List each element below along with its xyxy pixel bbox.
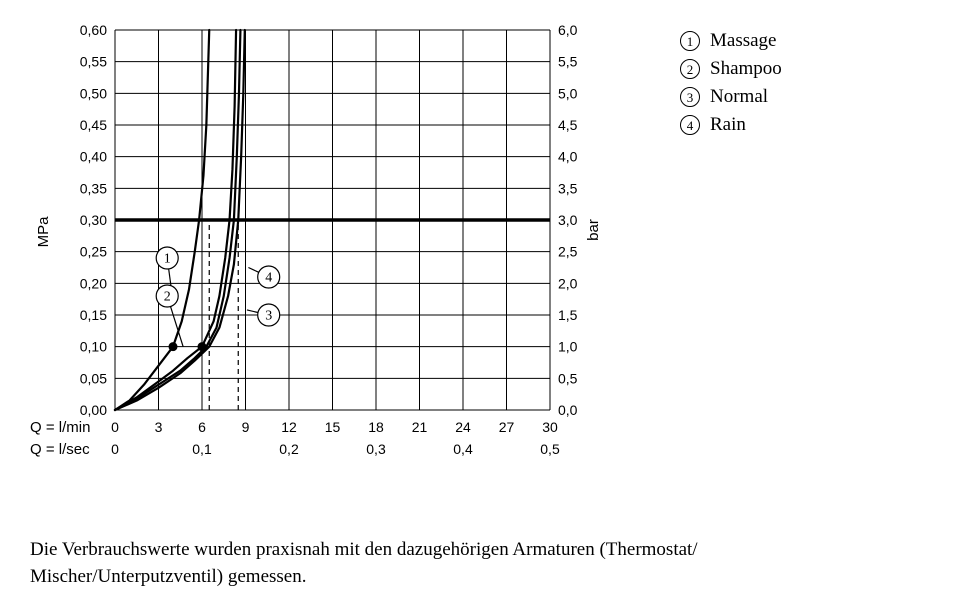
svg-text:0,2: 0,2 <box>279 441 299 457</box>
svg-text:0,10: 0,10 <box>80 339 107 355</box>
legend-marker: 3 <box>680 87 700 107</box>
svg-text:27: 27 <box>499 419 515 435</box>
svg-text:0,35: 0,35 <box>80 180 107 196</box>
svg-text:0,5: 0,5 <box>558 370 578 386</box>
svg-text:0,4: 0,4 <box>453 441 473 457</box>
legend: 1 Massage 2 Shampoo 3 Normal 4 Rain <box>680 30 782 142</box>
svg-text:0,5: 0,5 <box>540 441 560 457</box>
svg-text:1: 1 <box>164 252 171 267</box>
svg-text:30: 30 <box>542 419 558 435</box>
legend-item: 3 Normal <box>680 86 782 108</box>
svg-text:0,00: 0,00 <box>80 402 107 418</box>
svg-text:6: 6 <box>198 419 206 435</box>
svg-text:9: 9 <box>242 419 250 435</box>
svg-text:24: 24 <box>455 419 471 435</box>
svg-text:3,5: 3,5 <box>558 180 578 196</box>
svg-text:1,5: 1,5 <box>558 307 578 323</box>
svg-text:bar: bar <box>585 219 602 241</box>
legend-label: Massage <box>710 30 776 52</box>
svg-text:6,0: 6,0 <box>558 22 578 38</box>
svg-text:0,30: 0,30 <box>80 212 107 228</box>
svg-text:0,45: 0,45 <box>80 117 107 133</box>
svg-text:Q = l/min: Q = l/min <box>30 419 90 436</box>
legend-item: 1 Massage <box>680 30 782 52</box>
svg-text:12: 12 <box>281 419 297 435</box>
svg-text:0,50: 0,50 <box>80 85 107 101</box>
main-container: 12340,000,050,100,150,200,250,300,350,40… <box>30 20 930 515</box>
svg-text:2,5: 2,5 <box>558 244 578 260</box>
svg-text:5,5: 5,5 <box>558 54 578 70</box>
svg-text:0,15: 0,15 <box>80 307 107 323</box>
svg-text:0: 0 <box>111 419 119 435</box>
legend-item: 4 Rain <box>680 114 782 136</box>
svg-text:5,0: 5,0 <box>558 85 578 101</box>
legend-label: Shampoo <box>710 58 782 80</box>
caption-text: Die Verbrauchswerte wurden praxisnah mit… <box>30 537 890 590</box>
legend-marker: 4 <box>680 115 700 135</box>
svg-text:0,40: 0,40 <box>80 149 107 165</box>
svg-text:0: 0 <box>111 441 119 457</box>
svg-text:Q = l/sec: Q = l/sec <box>30 441 90 458</box>
svg-text:2,0: 2,0 <box>558 275 578 291</box>
svg-text:0,60: 0,60 <box>80 22 107 38</box>
svg-text:3: 3 <box>265 309 272 324</box>
svg-text:3: 3 <box>155 419 163 435</box>
svg-text:4,0: 4,0 <box>558 149 578 165</box>
legend-item: 2 Shampoo <box>680 58 782 80</box>
svg-text:2: 2 <box>164 290 171 305</box>
svg-text:0,20: 0,20 <box>80 275 107 291</box>
legend-marker: 1 <box>680 31 700 51</box>
svg-text:18: 18 <box>368 419 384 435</box>
svg-text:0,3: 0,3 <box>366 441 386 457</box>
svg-text:0,55: 0,55 <box>80 54 107 70</box>
legend-marker: 2 <box>680 59 700 79</box>
legend-label: Normal <box>710 86 768 108</box>
svg-text:4: 4 <box>265 271 272 286</box>
flow-pressure-chart: 12340,000,050,100,150,200,250,300,350,40… <box>30 20 620 510</box>
svg-text:3,0: 3,0 <box>558 212 578 228</box>
svg-text:21: 21 <box>412 419 428 435</box>
svg-text:15: 15 <box>325 419 341 435</box>
svg-text:0,0: 0,0 <box>558 402 578 418</box>
svg-text:0,25: 0,25 <box>80 244 107 260</box>
svg-text:0,1: 0,1 <box>192 441 212 457</box>
svg-text:0,05: 0,05 <box>80 370 107 386</box>
chart-block: 12340,000,050,100,150,200,250,300,350,40… <box>30 20 620 515</box>
svg-text:MPa: MPa <box>35 216 52 248</box>
svg-text:1,0: 1,0 <box>558 339 578 355</box>
legend-label: Rain <box>710 114 746 136</box>
svg-text:4,5: 4,5 <box>558 117 578 133</box>
